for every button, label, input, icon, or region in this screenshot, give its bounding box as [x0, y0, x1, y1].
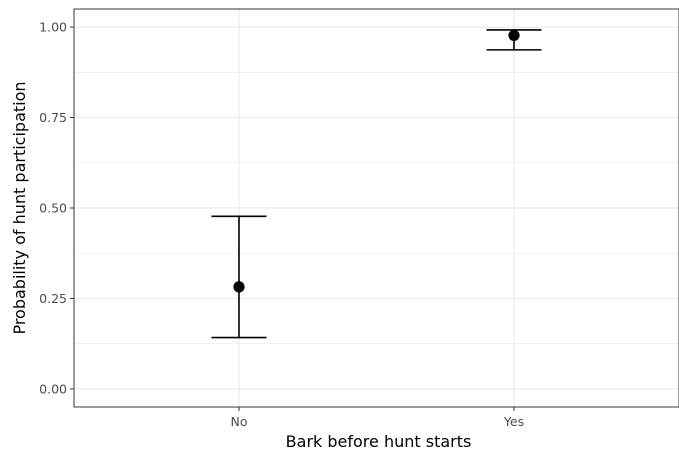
data-point	[233, 281, 245, 293]
y-tick-label: 1.00	[39, 20, 67, 35]
y-tick-label: 0.25	[39, 291, 67, 306]
y-axis-ticks: 0.00 0.25 0.50 0.75 1.00	[39, 20, 74, 396]
panel-border	[73, 8, 679, 408]
x-axis-title: Bark before hunt starts	[286, 432, 472, 451]
x-axis-ticks: No Yes	[231, 407, 524, 429]
y-tick-label: 0.50	[39, 201, 67, 216]
y-tick-label: 0.75	[39, 110, 67, 125]
x-tick-label: No	[231, 414, 248, 429]
data-points	[233, 29, 520, 293]
y-axis-title: Probability of hunt participation	[10, 81, 29, 334]
x-tick-label: Yes	[503, 414, 524, 429]
minor-gridlines	[74, 72, 679, 344]
major-gridlines	[74, 9, 679, 407]
y-tick-label: 0.00	[39, 381, 67, 396]
data-point	[508, 29, 520, 42]
